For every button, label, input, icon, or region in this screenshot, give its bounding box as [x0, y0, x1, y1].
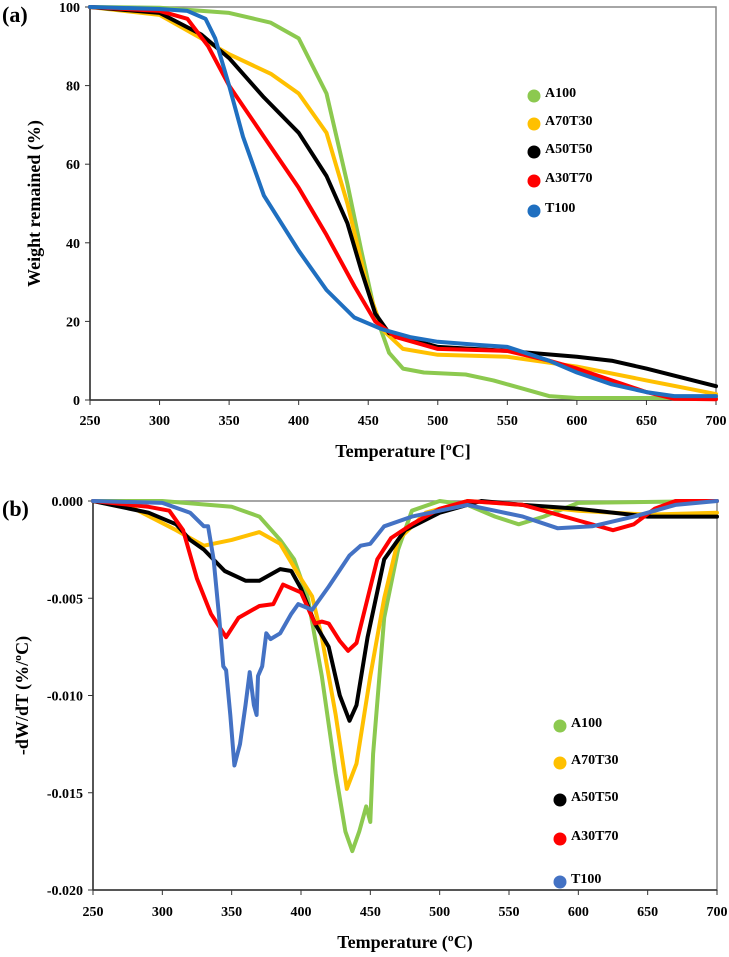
- y-axis-label: Weight remained (%): [24, 120, 45, 287]
- series-line-a100: [91, 499, 719, 854]
- legend-label-t100: T100: [571, 872, 601, 887]
- y-tick-label: -0.010: [47, 690, 83, 705]
- legend-label-t100: T100: [545, 201, 575, 216]
- legend-label-a100: A100: [571, 716, 602, 731]
- x-axis-label: Temperature [ºC]: [335, 441, 470, 461]
- x-tick-label: 550: [499, 905, 520, 920]
- x-tick-label: 400: [288, 414, 309, 429]
- series-line-t100: [88, 5, 718, 399]
- series-line-t100: [91, 499, 719, 768]
- legend-marker-a30t70: [527, 174, 541, 188]
- x-tick-label: 300: [152, 905, 173, 920]
- y-tick-label: -0.020: [47, 884, 83, 899]
- x-tick-label: 650: [637, 905, 658, 920]
- y-tick-label: 40: [66, 237, 80, 252]
- x-tick-label: 600: [566, 414, 587, 429]
- legend-label-a50t50: A50T50: [571, 790, 618, 805]
- legend-marker-a70t30: [527, 117, 541, 131]
- x-tick-label: 700: [706, 414, 727, 429]
- y-tick-label: 100: [59, 1, 80, 16]
- x-tick-label: 250: [83, 905, 104, 920]
- legend-marker-t100: [527, 204, 541, 218]
- y-tick-label: -0.015: [47, 787, 83, 802]
- x-tick-label: 250: [80, 414, 101, 429]
- series-line-a30t70: [91, 499, 719, 653]
- series-line-a50t50: [88, 5, 718, 389]
- x-axis-label: Temperature (ºC): [337, 932, 472, 953]
- x-tick-label: 450: [360, 905, 381, 920]
- panel-label: (b): [2, 496, 29, 521]
- legend-marker-a50t50: [553, 793, 567, 807]
- legend-marker-a30t70: [553, 832, 567, 846]
- series-line-a30t70: [88, 5, 718, 402]
- x-tick-label: 600: [568, 905, 589, 920]
- x-tick-label: 400: [291, 905, 312, 920]
- y-tick-label: -0.005: [47, 592, 83, 607]
- legend-label-a30t70: A30T70: [545, 171, 592, 186]
- y-axis-label: -dW/dT (%/ºC): [12, 636, 33, 755]
- legend-marker-t100: [553, 875, 567, 889]
- legend-marker-a50t50: [527, 145, 541, 159]
- series-line-a100: [88, 5, 718, 400]
- x-tick-label: 300: [149, 414, 170, 429]
- x-tick-label: 450: [358, 414, 379, 429]
- legend-label-a50t50: A50T50: [545, 142, 592, 157]
- x-tick-label: 350: [221, 905, 242, 920]
- x-tick-label: 700: [707, 905, 728, 920]
- plot-frame: [92, 500, 718, 891]
- x-tick-label: 500: [427, 414, 448, 429]
- x-tick-label: 550: [497, 414, 518, 429]
- panel-label: (a): [2, 2, 28, 27]
- y-tick-label: 60: [66, 158, 80, 173]
- y-tick-label: 20: [66, 315, 80, 330]
- legend-marker-a100: [527, 89, 541, 103]
- x-tick-label: 350: [219, 414, 240, 429]
- y-tick-label: 0.000: [52, 495, 84, 510]
- legend-marker-a70t30: [553, 756, 567, 770]
- legend-label-a30t70: A30T70: [571, 829, 618, 844]
- legend-label-a70t30: A70T30: [571, 753, 618, 768]
- x-tick-label: 500: [429, 905, 450, 920]
- y-tick-label: 80: [66, 80, 80, 95]
- legend-label-a100: A100: [545, 86, 576, 101]
- legend-label-a70t30: A70T30: [545, 114, 592, 129]
- y-tick-label: 0: [73, 394, 80, 409]
- legend-marker-a100: [553, 719, 567, 733]
- x-tick-label: 650: [636, 414, 657, 429]
